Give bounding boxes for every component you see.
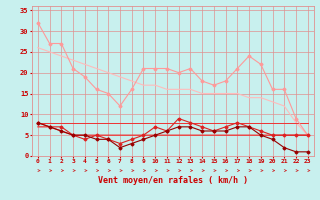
X-axis label: Vent moyen/en rafales ( km/h ): Vent moyen/en rafales ( km/h ) — [98, 176, 248, 185]
